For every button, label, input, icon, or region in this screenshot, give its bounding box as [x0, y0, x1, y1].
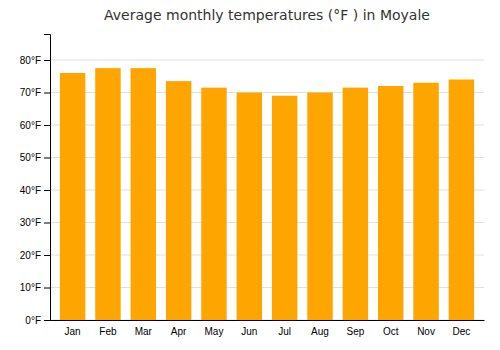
- tick-mark: [44, 158, 50, 159]
- tick-label: Nov: [417, 326, 435, 337]
- tick-label: Oct: [383, 326, 399, 337]
- tick: Sep: [346, 320, 364, 337]
- chart: Jan Feb Mar Apr May Jun Jul Aug Sep Oct Nov Dec 0°F 1…: [0, 0, 500, 350]
- tick: 60°F: [20, 120, 50, 131]
- bar: [272, 96, 297, 320]
- tick-label: 60°F: [20, 120, 41, 131]
- bars: [60, 68, 474, 320]
- tick-label: Sep: [346, 326, 364, 337]
- tick-label: Jun: [241, 326, 257, 337]
- bar: [237, 93, 262, 321]
- tick-mark: [44, 60, 50, 61]
- tick-mark: [44, 320, 50, 321]
- bar: [60, 73, 85, 320]
- axis-line: [44, 35, 51, 321]
- title: Average monthly temperatures (°F ) in Mo…: [104, 7, 430, 23]
- tick-label: Jan: [65, 326, 81, 337]
- tick: Mar: [135, 320, 153, 337]
- bar: [449, 80, 474, 321]
- tick: 30°F: [20, 217, 50, 228]
- tick: Jun: [241, 320, 257, 337]
- tick: 0°F: [25, 315, 50, 326]
- tick: Jul: [278, 320, 291, 337]
- grid: [50, 60, 484, 320]
- tick-label: Apr: [171, 326, 187, 337]
- tick-mark: [44, 255, 50, 256]
- tick-label: Aug: [311, 326, 329, 337]
- bar: [131, 68, 156, 320]
- tick: 10°F: [20, 282, 50, 293]
- bar: [378, 86, 403, 320]
- x-axis: Jan Feb Mar Apr May Jun Jul Aug Sep Oct Nov Dec: [51, 320, 485, 337]
- tick: Dec: [452, 320, 470, 337]
- bar: [95, 68, 120, 320]
- tick-label: May: [205, 326, 224, 337]
- tick: May: [205, 320, 224, 337]
- tick-label: 80°F: [20, 55, 41, 66]
- tick-label: Dec: [452, 326, 470, 337]
- tick-label: 40°F: [20, 185, 41, 196]
- bar: [343, 88, 368, 320]
- tick: Feb: [99, 320, 117, 337]
- bar: [307, 93, 332, 321]
- tick: Oct: [383, 320, 399, 337]
- tick: Nov: [417, 320, 435, 337]
- bar: [166, 81, 191, 320]
- tick: 40°F: [20, 185, 50, 196]
- y-axis: 0°F 10°F 20°F 30°F 40°F 50°F 60°F 70°F 80°F: [20, 35, 51, 326]
- grid-line: [50, 60, 484, 61]
- tick-mark: [44, 223, 50, 224]
- tick: Apr: [171, 320, 187, 337]
- plot: Jan Feb Mar Apr May Jun Jul Aug Sep Oct Nov Dec 0°F 1…: [20, 35, 485, 338]
- bar: [413, 83, 438, 320]
- tick-label: Mar: [135, 326, 153, 337]
- tick-label: Feb: [99, 326, 117, 337]
- tick-mark: [44, 125, 50, 126]
- tick-label: 30°F: [20, 217, 41, 228]
- tick-label: 50°F: [20, 152, 41, 163]
- tick: 80°F: [20, 55, 50, 66]
- tick: Aug: [311, 320, 329, 337]
- tick-mark: [44, 190, 50, 191]
- tick: Jan: [65, 320, 81, 337]
- tick-mark: [44, 93, 50, 94]
- tick-label: 70°F: [20, 87, 41, 98]
- bar: [201, 88, 226, 320]
- axis-line: [51, 320, 485, 321]
- tick-label: 20°F: [20, 250, 41, 261]
- tick-label: Jul: [278, 326, 291, 337]
- tick: 70°F: [20, 87, 50, 98]
- tick-label: 10°F: [20, 282, 41, 293]
- tick-label: 0°F: [25, 315, 41, 326]
- tick: 20°F: [20, 250, 50, 261]
- tick: 50°F: [20, 152, 50, 163]
- tick-mark: [44, 288, 50, 289]
